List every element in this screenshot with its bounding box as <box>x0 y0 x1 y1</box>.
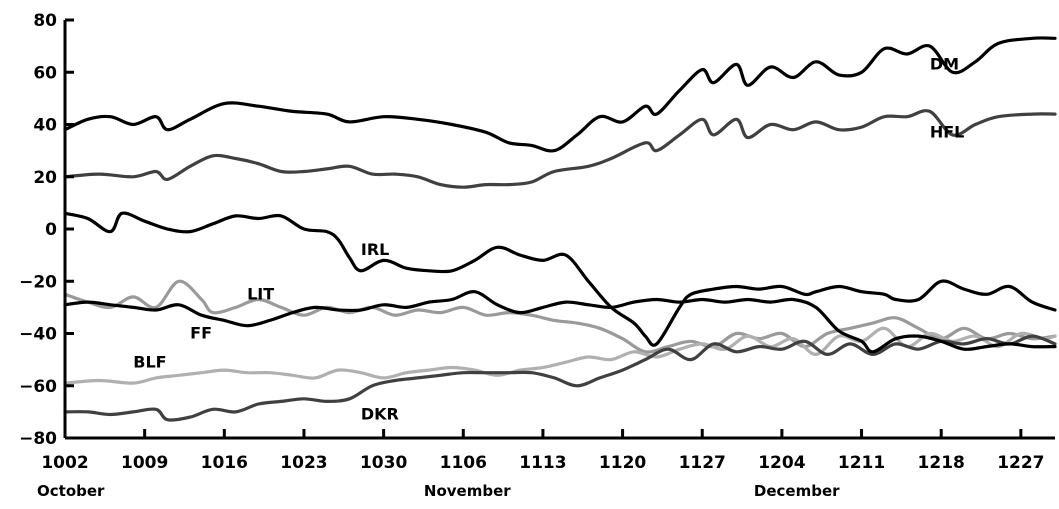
x-tick-label: 1106 <box>440 453 487 473</box>
series-label-ff: FF <box>190 324 212 343</box>
series-label-dkr: DKR <box>361 405 399 424</box>
y-tick-label: 20 <box>33 168 57 188</box>
x-tick-label: 1023 <box>280 453 327 473</box>
series-label-dm: DM <box>930 55 959 74</box>
x-tick-label: 1002 <box>41 453 88 473</box>
y-tick-label: 80 <box>33 11 57 31</box>
y-tick-label: −20 <box>19 272 57 292</box>
series-line-irl <box>63 211 1057 347</box>
x-tick-label: 1120 <box>599 453 646 473</box>
series-line-hfl <box>63 109 1057 189</box>
series-line-lit <box>63 279 1057 354</box>
y-tick-label: 0 <box>45 220 57 240</box>
x-axis-ticks: 1002 1009 1016 1023 1030 1106 1113 1120 1127 1204… <box>41 429 1045 473</box>
month-label: October <box>37 482 105 500</box>
x-tick-label: 1016 <box>201 453 248 473</box>
y-tick-label: −60 <box>19 377 57 397</box>
x-tick-label: 1204 <box>758 453 805 473</box>
series-line-dkr <box>63 334 1057 422</box>
series-label-hfl: HFL <box>930 123 965 142</box>
x-tick-label: 1218 <box>918 453 965 473</box>
month-label: December <box>754 482 840 500</box>
series-label-blf: BLF <box>133 352 166 371</box>
x-tick-label: 1113 <box>519 453 566 473</box>
series-label-irl: IRL <box>361 240 389 259</box>
series-label-lit: LIT <box>247 285 274 304</box>
x-tick-label: 1127 <box>679 453 726 473</box>
month-labels: October November December <box>37 482 840 500</box>
series-line-dm <box>63 36 1057 153</box>
month-label: November <box>424 482 511 500</box>
x-tick-label: 1227 <box>997 453 1044 473</box>
y-tick-label: 40 <box>33 116 57 136</box>
series-line-ff <box>63 290 1057 354</box>
x-tick-label: 1030 <box>360 453 407 473</box>
y-tick-label: −40 <box>19 325 57 345</box>
y-tick-label: −80 <box>19 429 57 449</box>
x-tick-label: 1211 <box>838 453 885 473</box>
series-labels: DM HFL IRL FF LIT BLF DKR <box>133 55 964 424</box>
y-axis-ticks: 80 60 40 20 0 −20 −40 −60 −80 <box>19 11 74 449</box>
series-lines <box>63 36 1057 422</box>
y-tick-label: 60 <box>33 63 57 83</box>
x-tick-label: 1009 <box>121 453 168 473</box>
